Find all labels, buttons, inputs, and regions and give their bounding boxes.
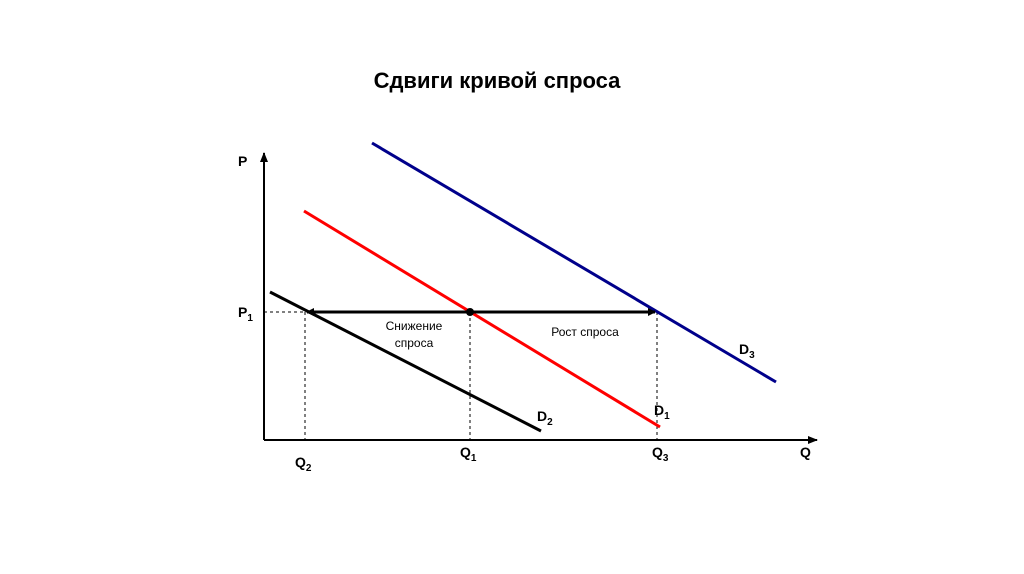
q1-label: Q1 <box>460 444 477 464</box>
increase-note: Рост спроса <box>551 325 619 339</box>
curve-d3 <box>371 141 777 384</box>
d1-label: D1 <box>654 402 670 422</box>
equilibrium-point <box>466 308 474 316</box>
q2-label: Q2 <box>295 454 312 474</box>
guides <box>264 311 658 440</box>
d3-label: D3 <box>739 341 755 361</box>
decrease-note: спроса <box>395 336 434 350</box>
decrease-note: Снижение <box>386 319 443 333</box>
x-label: Q <box>800 444 811 460</box>
title: Сдвиги кривой спроса <box>374 68 622 93</box>
curve-d1 <box>303 209 661 429</box>
price-label: P1 <box>238 304 253 324</box>
d2-label: D2 <box>537 408 553 428</box>
y-label: P <box>238 153 247 169</box>
q3-label: Q3 <box>652 444 669 464</box>
